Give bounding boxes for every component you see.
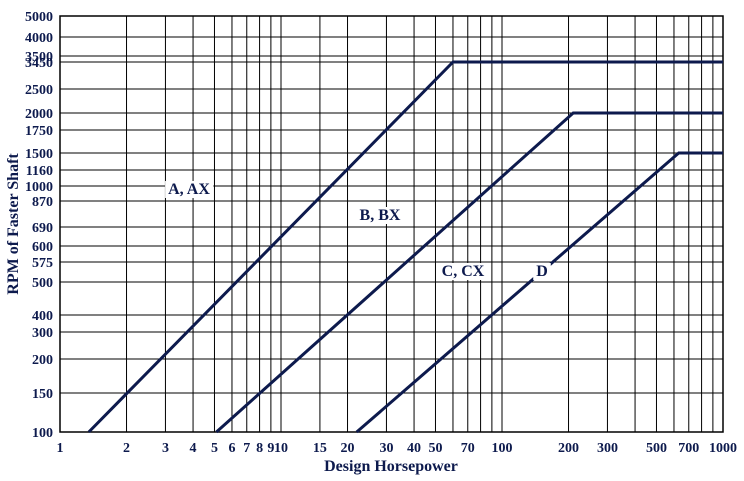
y-tick-1000: 1000 (25, 180, 53, 195)
x-tick-4: 4 (190, 441, 197, 456)
series-label-bg (165, 181, 214, 198)
x-tick-15: 15 (313, 441, 327, 456)
x-tick-20: 20 (341, 441, 355, 456)
y-tick-690: 690 (32, 221, 53, 236)
y-axis-title: RPM of Faster Shaft (5, 153, 22, 295)
x-tick-8: 8 (256, 441, 263, 456)
x-tick-700: 700 (678, 441, 699, 456)
series-labels: A, AX B, BX C, CX D (165, 181, 551, 280)
series-line-2 (355, 151, 723, 434)
series-line-1 (215, 111, 723, 434)
x-tick-200: 200 (558, 441, 579, 456)
y-tick-300: 300 (32, 326, 53, 341)
series-label-0: A, AX (165, 181, 214, 198)
y-tick-870: 870 (32, 195, 53, 210)
x-tick-100: 100 (492, 441, 513, 456)
y-tick-100: 100 (32, 426, 53, 441)
series-label-bg (356, 207, 404, 224)
y-tick-1750: 1750 (25, 124, 53, 139)
x-tick-70: 70 (461, 441, 475, 456)
y-tick-2000: 2000 (25, 107, 53, 122)
series-label-bg (533, 263, 551, 280)
x-tick-30: 30 (379, 441, 393, 456)
y-tick-200: 200 (32, 353, 53, 368)
x-tick-9: 9 (267, 441, 274, 456)
y-tick-600: 600 (32, 240, 53, 255)
x-tick-50: 50 (428, 441, 442, 456)
series-label-text: D (536, 263, 548, 280)
horizontal-gridlines (60, 15, 723, 433)
y-tick-150: 150 (32, 387, 53, 402)
series-label-2: C, CX (438, 263, 488, 280)
series-lines (87, 60, 723, 434)
y-tick-2500: 2500 (25, 83, 53, 98)
y-tick-1160: 1160 (26, 164, 53, 179)
x-axis-title: Design Horsepower (324, 458, 458, 475)
x-tick-5: 5 (211, 441, 218, 456)
y-tick-575: 575 (32, 256, 53, 271)
y-tick-3500: 3500 (25, 50, 53, 65)
x-tick-1: 1 (57, 441, 64, 456)
series-label-bg (438, 263, 488, 280)
series-line-0 (87, 60, 723, 434)
x-tick-300: 300 (597, 441, 618, 456)
y-tick-3450: 3450 (25, 56, 53, 71)
x-tick-1000: 1000 (709, 441, 737, 456)
series-label-3: D (533, 263, 551, 280)
series-label-1: B, BX (356, 207, 404, 224)
x-tick-500: 500 (646, 441, 667, 456)
y-tick-1500: 1500 (25, 147, 53, 162)
x-tick-labels: 1 2 3 4 5 6 7 8 9 10 15 20 30 40 50 70 100 200 300 500 700 10… (57, 441, 738, 456)
x-tick-7: 7 (243, 441, 250, 456)
series-label-text: A, AX (168, 181, 210, 198)
x-tick-2: 2 (123, 441, 130, 456)
x-tick-10: 10 (274, 441, 288, 456)
y-tick-5000: 5000 (25, 10, 53, 25)
plot-frame (59, 15, 724, 433)
y-tick-500: 500 (32, 276, 53, 291)
x-tick-6: 6 (228, 441, 235, 456)
x-tick-3: 3 (162, 441, 169, 456)
series-label-text: B, BX (360, 207, 401, 224)
y-tick-4000: 4000 (25, 31, 53, 46)
y-tick-400: 400 (32, 309, 53, 324)
x-tick-40: 40 (407, 441, 421, 456)
series-label-text: C, CX (442, 263, 485, 280)
